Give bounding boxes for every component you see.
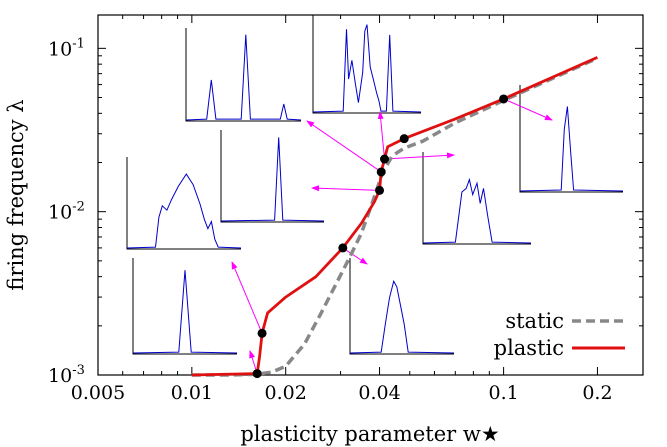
data-point-marker: [257, 328, 267, 338]
inset-axes: [422, 152, 531, 245]
pointer-arrow: [342, 247, 368, 265]
data-point-marker: [338, 243, 348, 253]
inset-e: [132, 258, 238, 355]
y-tick-label: 10-2: [48, 200, 85, 224]
plot-frame: [97, 14, 644, 376]
inset-c: [220, 130, 325, 223]
markers-layer: [252, 94, 509, 379]
y-tick-label: 10-3: [48, 363, 85, 387]
inset-curve: [132, 270, 238, 354]
inset-curve: [422, 177, 532, 244]
series-static: [191, 56, 599, 377]
legend-static-label: static: [505, 309, 564, 333]
data-point-marker: [252, 369, 262, 379]
pointer-arrow: [377, 111, 386, 160]
pointer-arrow: [306, 120, 382, 173]
legend: static plastic: [494, 309, 625, 360]
data-point-marker: [380, 154, 390, 164]
inset-curve: [349, 279, 455, 354]
data-point-marker: [376, 167, 386, 177]
inset-axes: [312, 15, 421, 114]
inset-h: [519, 85, 624, 193]
legend-plastic-label: plastic: [494, 336, 564, 360]
inset-d: [126, 157, 242, 250]
inset-axes: [349, 258, 454, 355]
inset-b: [312, 15, 422, 114]
data-point-marker: [375, 185, 385, 195]
inset-curve: [126, 173, 242, 249]
data-point-marker: [499, 94, 509, 104]
x-tick-label: 0.01: [171, 382, 213, 404]
pointer-arrow: [503, 98, 553, 121]
data-point-marker: [399, 134, 409, 144]
inset-axes: [220, 130, 324, 223]
pointer-arrow: [311, 185, 380, 192]
inset-f: [422, 152, 532, 245]
x-tick-label: 0.2: [582, 382, 612, 404]
x-tick-label: 0.005: [71, 382, 125, 404]
inset-curve: [519, 106, 624, 192]
inset-axes: [519, 85, 623, 193]
ticks-layer: 0.005 0.01 0.02 0.04 0.1 0.2 10-3 10-2 10-1: [48, 15, 643, 404]
x-tick-label: 0.02: [265, 382, 307, 404]
inset-curve: [185, 34, 302, 121]
inset-curve: [220, 137, 325, 222]
inset-axes: [185, 28, 301, 122]
inset-a: [185, 28, 302, 122]
pointer-arrow: [384, 152, 455, 160]
y-tick-label: 10-1: [48, 36, 85, 60]
insets-layer: [126, 15, 624, 355]
x-axis-label: plasticity parameter w★: [240, 422, 499, 446]
y-axis-label: firing frequency λ: [4, 99, 28, 290]
x-tick-label: 0.1: [488, 382, 518, 404]
inset-g: [349, 258, 455, 355]
inset-curve: [312, 24, 422, 113]
arrows-layer: [231, 98, 553, 374]
inset-axes: [126, 157, 241, 250]
x-tick-label: 0.04: [358, 382, 400, 404]
inset-axes: [132, 258, 237, 355]
pointer-arrow: [231, 261, 263, 334]
